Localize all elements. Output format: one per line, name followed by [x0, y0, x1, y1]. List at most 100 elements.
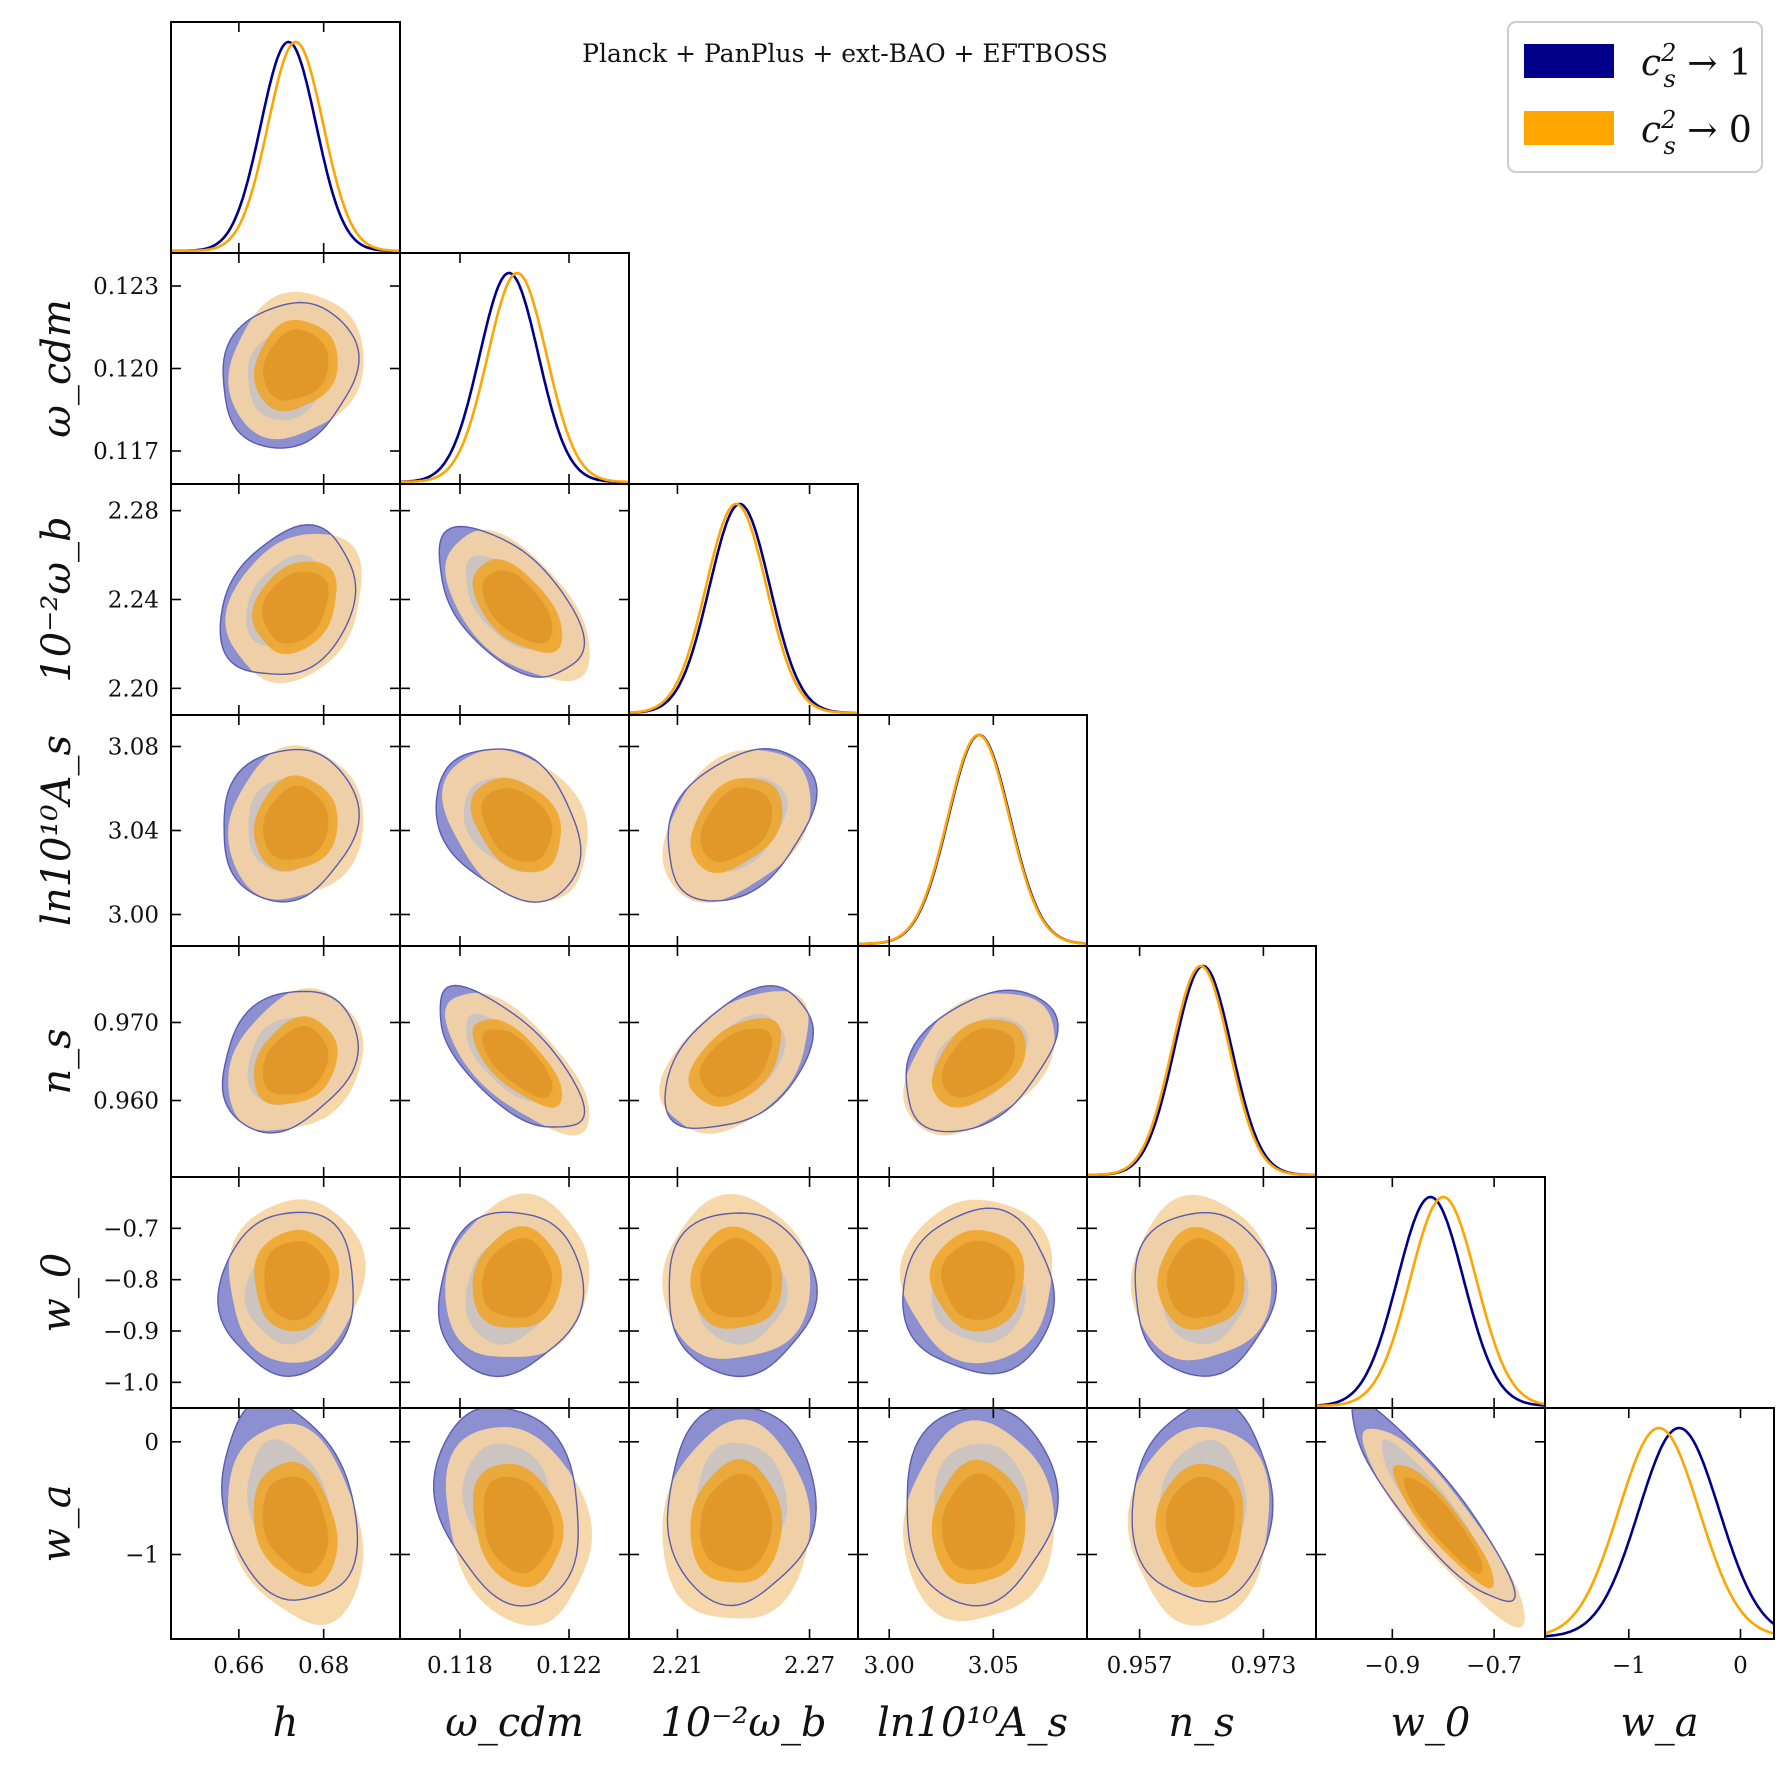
y-tick-label-ns: 0.970 — [93, 1010, 159, 1036]
y-axis-label-lnAs: ln10¹⁰A_s — [34, 735, 80, 926]
legend-label-series-2: c2 s → 0 — [1641, 106, 1752, 160]
x-axis-label-omega_cdm: ω_cdm — [445, 1700, 584, 1746]
x-tick-label-omega_cdm: 0.122 — [536, 1653, 602, 1679]
panel-ns-vs-h — [170, 945, 401, 1178]
panel-ns-vs-omega_b — [628, 945, 859, 1178]
panel-content — [439, 984, 590, 1136]
contour-core-series-2 — [1166, 1238, 1235, 1318]
pdf-curve-omega_b-series-2 — [629, 502, 858, 715]
panel-frame — [1086, 945, 1317, 1178]
panel-content — [903, 989, 1059, 1136]
x-tick-label-omega_b: 2.27 — [784, 1653, 835, 1679]
pdf-curve-omega_cdm-series-1 — [400, 271, 629, 484]
pdf-curve-wa-series-2 — [1545, 1426, 1774, 1635]
panel-w0-vs-h — [170, 1176, 401, 1409]
contour-core-series-2 — [263, 785, 329, 860]
panel-wa-vs-lnAs — [857, 1407, 1088, 1640]
contour-core-series-2 — [262, 1026, 329, 1095]
contour-core-series-2 — [481, 788, 553, 862]
y-tick-label-omega_b: 2.24 — [108, 588, 159, 614]
panel-content — [438, 525, 590, 682]
panel-content — [662, 747, 818, 903]
panel-ns-vs-lnAs — [857, 945, 1088, 1178]
contour-outline-series-1 — [664, 984, 815, 1130]
panel-wa-vs-omega_b — [628, 1407, 859, 1640]
pdf-curve-lnAs-series-2 — [858, 733, 1087, 946]
x-tick-label-wa: −1 — [1612, 1653, 1646, 1679]
contour-outline-series-1 — [668, 1212, 818, 1378]
pdf-curve-w0-series-1 — [1316, 1195, 1545, 1407]
contour-outline-series-1 — [222, 301, 360, 449]
x-tick-label-wa: 0 — [1733, 1653, 1748, 1679]
panel-content — [899, 1199, 1056, 1375]
legend-label-series-1: c2 s → 1 — [1641, 39, 1752, 93]
pdf-curve-h-series-2 — [171, 40, 400, 253]
panel-frame — [857, 714, 1088, 947]
y-tick-label-lnAs: 3.08 — [108, 735, 159, 761]
contour-core-series-2 — [700, 787, 772, 862]
contour-core-series-2 — [262, 1476, 329, 1574]
panel-content — [400, 271, 629, 484]
y-tick-label-w0: −0.8 — [103, 1268, 159, 1294]
panel-content — [171, 40, 400, 253]
pdf-curve-ns-series-1 — [1087, 964, 1316, 1177]
x-axis-label-lnAs: ln10¹⁰A_s — [877, 1700, 1068, 1746]
panel-omega_b-vs-omega_b — [628, 483, 859, 716]
contour-core-series-2 — [1165, 1476, 1235, 1573]
y-axis-label-omega_b: 10⁻²ω_b — [34, 516, 80, 682]
contour-outline-series-1 — [666, 1408, 817, 1607]
panel-frame — [399, 252, 630, 485]
panel-content — [903, 1408, 1059, 1622]
panel-frame — [1544, 1407, 1775, 1640]
panel-content — [858, 733, 1087, 946]
panel-omega_b-vs-h — [170, 483, 401, 716]
pdf-curve-ns-series-2 — [1087, 964, 1316, 1177]
panel-content — [659, 984, 815, 1134]
contour-core-series-2 — [263, 329, 329, 401]
y-axis-label-omega_cdm: ω_cdm — [34, 299, 80, 438]
contour-core-series-2 — [483, 1476, 554, 1574]
contour-outline-series-1 — [1351, 1408, 1516, 1603]
panel-content — [432, 1408, 592, 1626]
x-axis-label-ns: n_s — [1168, 1700, 1234, 1746]
panel-content — [217, 1199, 366, 1378]
y-tick-label-wa: −1 — [125, 1542, 159, 1568]
x-axis-label-w0: w_0 — [1391, 1700, 1471, 1746]
contour-core-series-2 — [941, 1240, 1016, 1320]
panel-lnAs-vs-omega_cdm — [399, 714, 630, 947]
panel-w0-vs-omega_b — [628, 1176, 859, 1409]
panel-omega_cdm-vs-omega_cdm — [399, 252, 630, 485]
panel-ns-vs-omega_cdm — [399, 945, 630, 1178]
contour-core-series-2 — [262, 571, 329, 644]
panel-frame — [628, 483, 859, 716]
x-tick-label-omega_cdm: 0.118 — [427, 1653, 493, 1679]
x-tick-label-w0: −0.9 — [1364, 1653, 1420, 1679]
panels-layer: 0.66 0.68 h 0.118 0.122 ω_cdm 2.21 2.27 10⁻²ω_b 3… — [34, 21, 1775, 1746]
panel-lnAs-vs-h — [170, 714, 401, 947]
panel-content — [662, 1408, 817, 1619]
contour-outline-series-1 — [221, 990, 360, 1134]
contour-outline-series-1 — [906, 1408, 1059, 1607]
legend: c2 s → 1 c2 s → 0 — [1507, 21, 1763, 173]
x-axis-label-h: h — [273, 1700, 299, 1746]
panel-wa-vs-w0 — [1315, 1407, 1546, 1640]
panel-wa-vs-h — [170, 1407, 401, 1640]
y-tick-label-w0: −1.0 — [103, 1370, 159, 1396]
contour-core-series-2 — [482, 1238, 553, 1318]
figure-title: Planck + PanPlus + ext-BAO + EFTBOSS — [582, 39, 1108, 68]
contour-outline-series-1 — [902, 1207, 1056, 1375]
panel-ns-vs-ns — [1086, 945, 1317, 1178]
x-tick-label-h: 0.66 — [213, 1653, 264, 1679]
y-tick-label-w0: −0.9 — [103, 1319, 159, 1345]
contour-outline-series-1 — [667, 747, 818, 902]
y-axis-label-w0: w_0 — [34, 1253, 80, 1333]
panel-content — [220, 1408, 364, 1625]
contour-outline-series-1 — [438, 525, 586, 678]
panel-w0-vs-ns — [1086, 1176, 1317, 1409]
y-tick-label-wa: 0 — [144, 1430, 159, 1456]
panel-content — [219, 524, 362, 684]
y-axis-label-ns: n_s — [34, 1028, 80, 1094]
x-tick-label-w0: −0.7 — [1466, 1653, 1522, 1679]
contour-core-series-2 — [942, 1473, 1016, 1570]
x-tick-label-h: 0.68 — [298, 1653, 349, 1679]
